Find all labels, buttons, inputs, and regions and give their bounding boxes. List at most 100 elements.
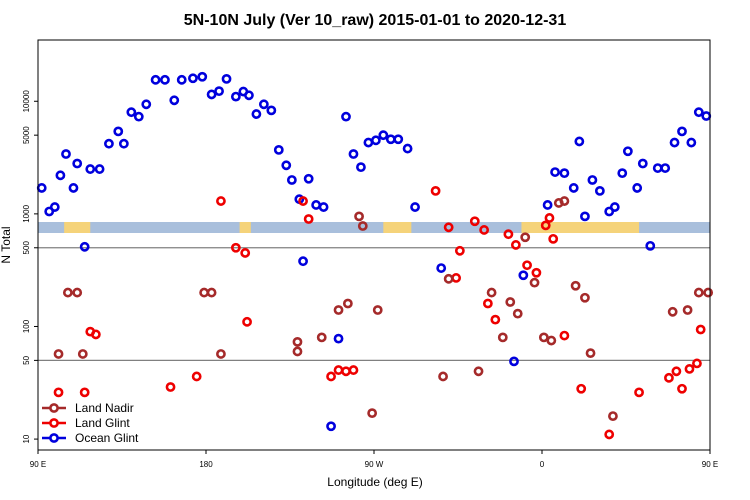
land-nadir-point (333, 305, 344, 315)
ocean-glint-point (518, 270, 529, 281)
ocean-glint-point (574, 136, 585, 147)
x-tick-label: 180 (199, 460, 213, 469)
land-nadir-point (585, 348, 596, 359)
y-tick-label: 10000 (22, 90, 31, 113)
land-nadir-point (497, 332, 508, 343)
land-nadir-point (372, 305, 383, 315)
ocean-glint-point (311, 200, 322, 210)
land-nadir-point (608, 411, 618, 422)
land-glint-point (451, 273, 462, 283)
ocean-glint-point (509, 356, 519, 367)
land-ocean-strip (38, 222, 710, 233)
ocean-glint-point (660, 163, 671, 173)
ocean-glint-point (230, 91, 241, 102)
land-nadir-point (538, 332, 549, 343)
y-tick-label: 10 (22, 434, 31, 443)
ocean-glint-point (150, 74, 161, 85)
land-glint-point (240, 248, 251, 258)
chart-title: 5N-10N July (Ver 10_raw) 2015-01-01 to 2… (184, 12, 567, 29)
land-nadir-point (703, 287, 714, 298)
x-tick-label: 90 W (365, 460, 384, 469)
land-nadir-point (342, 298, 353, 309)
ocean-glint-point (303, 173, 314, 184)
ocean-glint-point (393, 134, 404, 145)
land-glint-point (548, 233, 559, 244)
land-glint-point (191, 371, 202, 382)
ocean-glint-point (587, 175, 598, 185)
land-glint-point (230, 242, 241, 253)
ocean-glint-point (281, 160, 292, 171)
land-nadir-point (53, 349, 64, 359)
land-glint-point (348, 365, 359, 375)
land-glint-point (544, 213, 555, 223)
ocean-glint-point (133, 111, 144, 122)
ocean-glint-point (356, 162, 366, 173)
ocean-glint-point (104, 138, 114, 149)
land-glint-point (79, 387, 90, 398)
land-nadir-point (216, 349, 226, 359)
land-glint-point (242, 316, 252, 327)
land-glint-point (482, 298, 493, 309)
ocean-glint-point (326, 421, 336, 432)
y-axis-label: N Total (0, 226, 13, 263)
legend-label-ocean-glint: Ocean Glint (75, 431, 139, 445)
ocean-glint-point (85, 164, 96, 174)
ocean-glint-point (214, 86, 224, 97)
land-glint-point (692, 358, 702, 369)
y-axis-ticks: 10 50 100 500 1000 5000 10000 (22, 90, 38, 444)
land-glint-point (604, 429, 615, 440)
land-glint-point (503, 229, 514, 240)
ocean-glint-point (341, 111, 351, 122)
land-nadir-point (473, 366, 484, 377)
land-glint-point (671, 366, 682, 377)
land-nadir-point (667, 306, 678, 317)
land-glint-point (469, 216, 480, 227)
ocean-glint-point (632, 183, 643, 193)
land-nadir-point (443, 273, 454, 284)
land-nadir-point (570, 280, 581, 291)
ocean-glint-point (609, 202, 620, 212)
ocean-glint-point (677, 126, 687, 137)
ocean-glint-point (637, 158, 648, 169)
ocean-glint-point (36, 183, 47, 193)
land-glint-point (454, 245, 465, 256)
ocean-glint-point (176, 74, 187, 85)
ocean-glint-point (645, 240, 656, 251)
x-tick-label: 0 (540, 460, 545, 469)
ocean-glint-point (559, 168, 570, 179)
y-tick-label: 500 (22, 241, 31, 255)
ocean-glint-point (94, 164, 105, 174)
land-glint-point (479, 225, 490, 235)
ocean-glint-point (68, 183, 79, 193)
ocean-glint-point (550, 167, 560, 177)
land-glint-point (333, 365, 344, 375)
ocean-glint-point (298, 256, 308, 267)
ocean-glint-point (580, 211, 590, 222)
land-glint-point (634, 387, 644, 398)
land-nadir-point (520, 232, 531, 243)
land-glint-point (695, 324, 706, 335)
ocean-glint-point (197, 71, 208, 82)
land-glint-point (443, 222, 454, 233)
ocean-glint-point (318, 202, 329, 212)
ocean-glint-point (79, 241, 90, 252)
land-glint-point (490, 314, 501, 325)
ocean-glint-point (188, 73, 198, 84)
ocean-glint-point (55, 170, 66, 181)
land-nadir-point (512, 308, 523, 319)
ocean-glint-point (594, 185, 605, 196)
ocean-glint-point (370, 135, 381, 146)
land-nadir-point (693, 287, 704, 298)
ocean-glint-point (49, 202, 60, 212)
ocean-glint-point (258, 99, 269, 110)
land-nadir-point (357, 221, 368, 231)
x-axis-label: Longitude (deg E) (327, 475, 422, 489)
legend-marker-ocean-glint (49, 433, 59, 443)
ocean-glint-point (273, 144, 284, 155)
land-glint-point (298, 196, 308, 206)
ocean-glint-point (622, 146, 633, 157)
land-nadir-point (72, 287, 83, 298)
y-tick-label: 100 (22, 319, 31, 333)
